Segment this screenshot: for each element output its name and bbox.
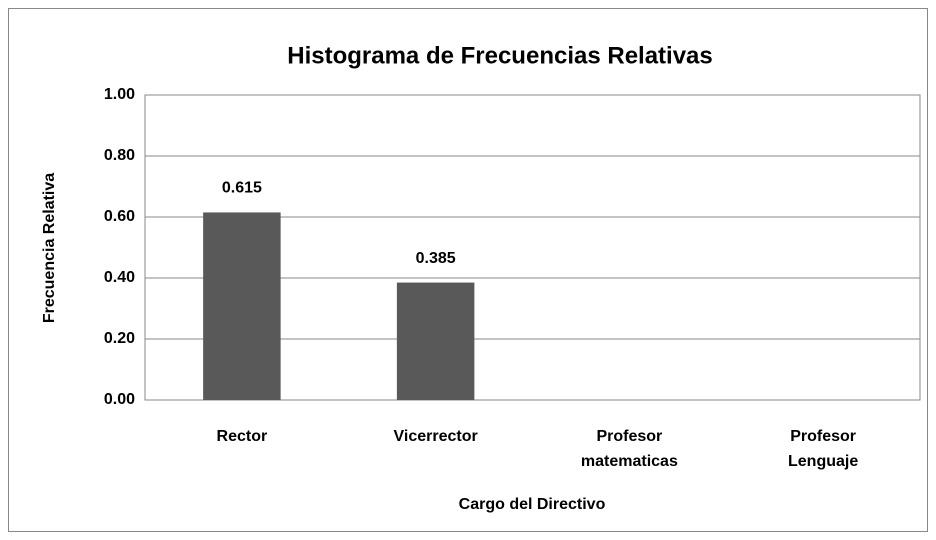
y-tick-label: 0.40	[104, 269, 135, 286]
y-tick-label: 0.00	[104, 391, 135, 408]
y-tick-label: 1.00	[104, 86, 135, 103]
plot-border	[144, 94, 921, 401]
x-tick-label: Profesor Lenguaje	[788, 428, 858, 470]
y-axis-title: Frecuencia Relativa	[41, 173, 58, 323]
y-tick-label: 0.80	[104, 147, 135, 164]
x-axis-title: Cargo del Directivo	[459, 496, 606, 513]
bar	[203, 212, 281, 400]
y-tick-label: 0.20	[104, 330, 135, 347]
data-label: 0.385	[416, 250, 456, 267]
y-tick-label: 0.60	[104, 208, 135, 225]
x-tick-label: Vicerrector	[394, 428, 478, 445]
bar	[396, 282, 475, 400]
x-tick-label: Rector	[217, 428, 268, 445]
chart-border	[8, 8, 928, 532]
data-label: 0.615	[222, 180, 262, 197]
x-tick-label: Profesor matematicas	[581, 428, 678, 470]
chart-title: Histograma de Frecuencias Relativas	[287, 42, 713, 69]
